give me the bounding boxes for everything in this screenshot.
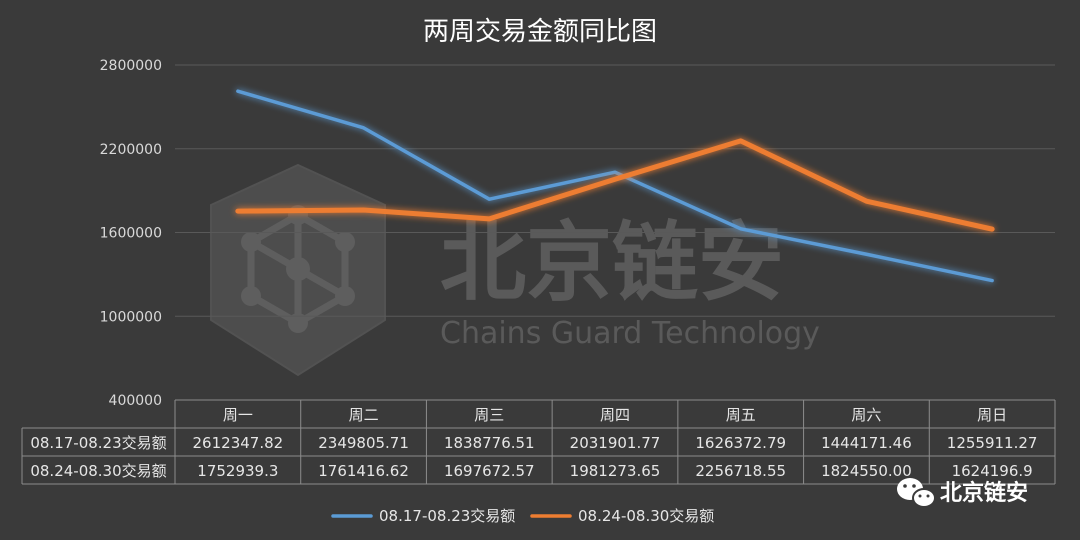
watermark-en: Chains Guard Technology bbox=[440, 316, 820, 351]
table-cell-value: 1255911.27 bbox=[947, 434, 1038, 452]
y-tick-label: 400000 bbox=[109, 393, 162, 409]
table-cell-value: 1824550.00 bbox=[821, 462, 912, 480]
x-category-label: 周四 bbox=[600, 406, 630, 424]
y-tick-label: 2800000 bbox=[100, 58, 162, 74]
y-tick-label: 1000000 bbox=[100, 309, 162, 325]
table-cell-value: 2031901.77 bbox=[570, 434, 661, 452]
legend: 08.17-08.23交易额 08.24-08.30交易额 bbox=[331, 507, 714, 525]
watermark-nodes bbox=[241, 205, 355, 333]
table-cell-value: 1697672.57 bbox=[444, 462, 535, 480]
table-series-name: 08.24-08.30交易额 bbox=[30, 462, 166, 480]
x-category-label: 周三 bbox=[474, 406, 504, 424]
series-lines bbox=[235, 89, 995, 283]
x-category-label: 周六 bbox=[851, 406, 881, 424]
x-category-label: 周二 bbox=[349, 406, 379, 424]
y-tick-label: 1600000 bbox=[100, 226, 162, 242]
table-cell-value: 1626372.79 bbox=[695, 434, 786, 452]
watermark-cn: 北京链安 bbox=[440, 213, 784, 313]
table-cell-value: 1444171.46 bbox=[821, 434, 912, 452]
brand-name: 北京链安 bbox=[940, 480, 1028, 506]
table-cell-value: 1752939.3 bbox=[197, 462, 278, 480]
y-tick-label: 2200000 bbox=[100, 142, 162, 158]
table-cell-value: 1761416.62 bbox=[318, 462, 409, 480]
x-category-label: 周一 bbox=[223, 406, 253, 424]
x-category-label: 周日 bbox=[977, 406, 1007, 424]
y-axis-ticks: 2800000 2200000 1600000 1000000 400000 bbox=[100, 58, 162, 409]
table-cell-value: 2612347.82 bbox=[193, 434, 284, 452]
table-cell-value: 1981273.65 bbox=[570, 462, 661, 480]
legend-label: 08.24-08.30交易额 bbox=[578, 507, 714, 525]
wechat-icon bbox=[897, 478, 936, 508]
table-series-name: 08.17-08.23交易额 bbox=[30, 434, 166, 452]
brand: 北京链安 bbox=[897, 478, 1028, 508]
data-table: 周一 周二 周三 周四 周五 周六 周日 08.17-08.23交易额 2612347.82 23… bbox=[21, 399, 1056, 485]
legend-label: 08.17-08.23交易额 bbox=[379, 507, 515, 525]
gridlines bbox=[175, 64, 1055, 317]
chart-title: 两周交易金额同比图 bbox=[423, 17, 657, 47]
table-cell-value: 2256718.55 bbox=[695, 462, 786, 480]
watermark: 北京链安 Chains Guard Technology bbox=[210, 163, 820, 377]
table-cell-value: 2349805.71 bbox=[318, 434, 409, 452]
table-cell-value: 1624196.9 bbox=[952, 462, 1033, 480]
x-category-label: 周五 bbox=[726, 406, 756, 424]
table-cell-value: 1838776.51 bbox=[444, 434, 535, 452]
